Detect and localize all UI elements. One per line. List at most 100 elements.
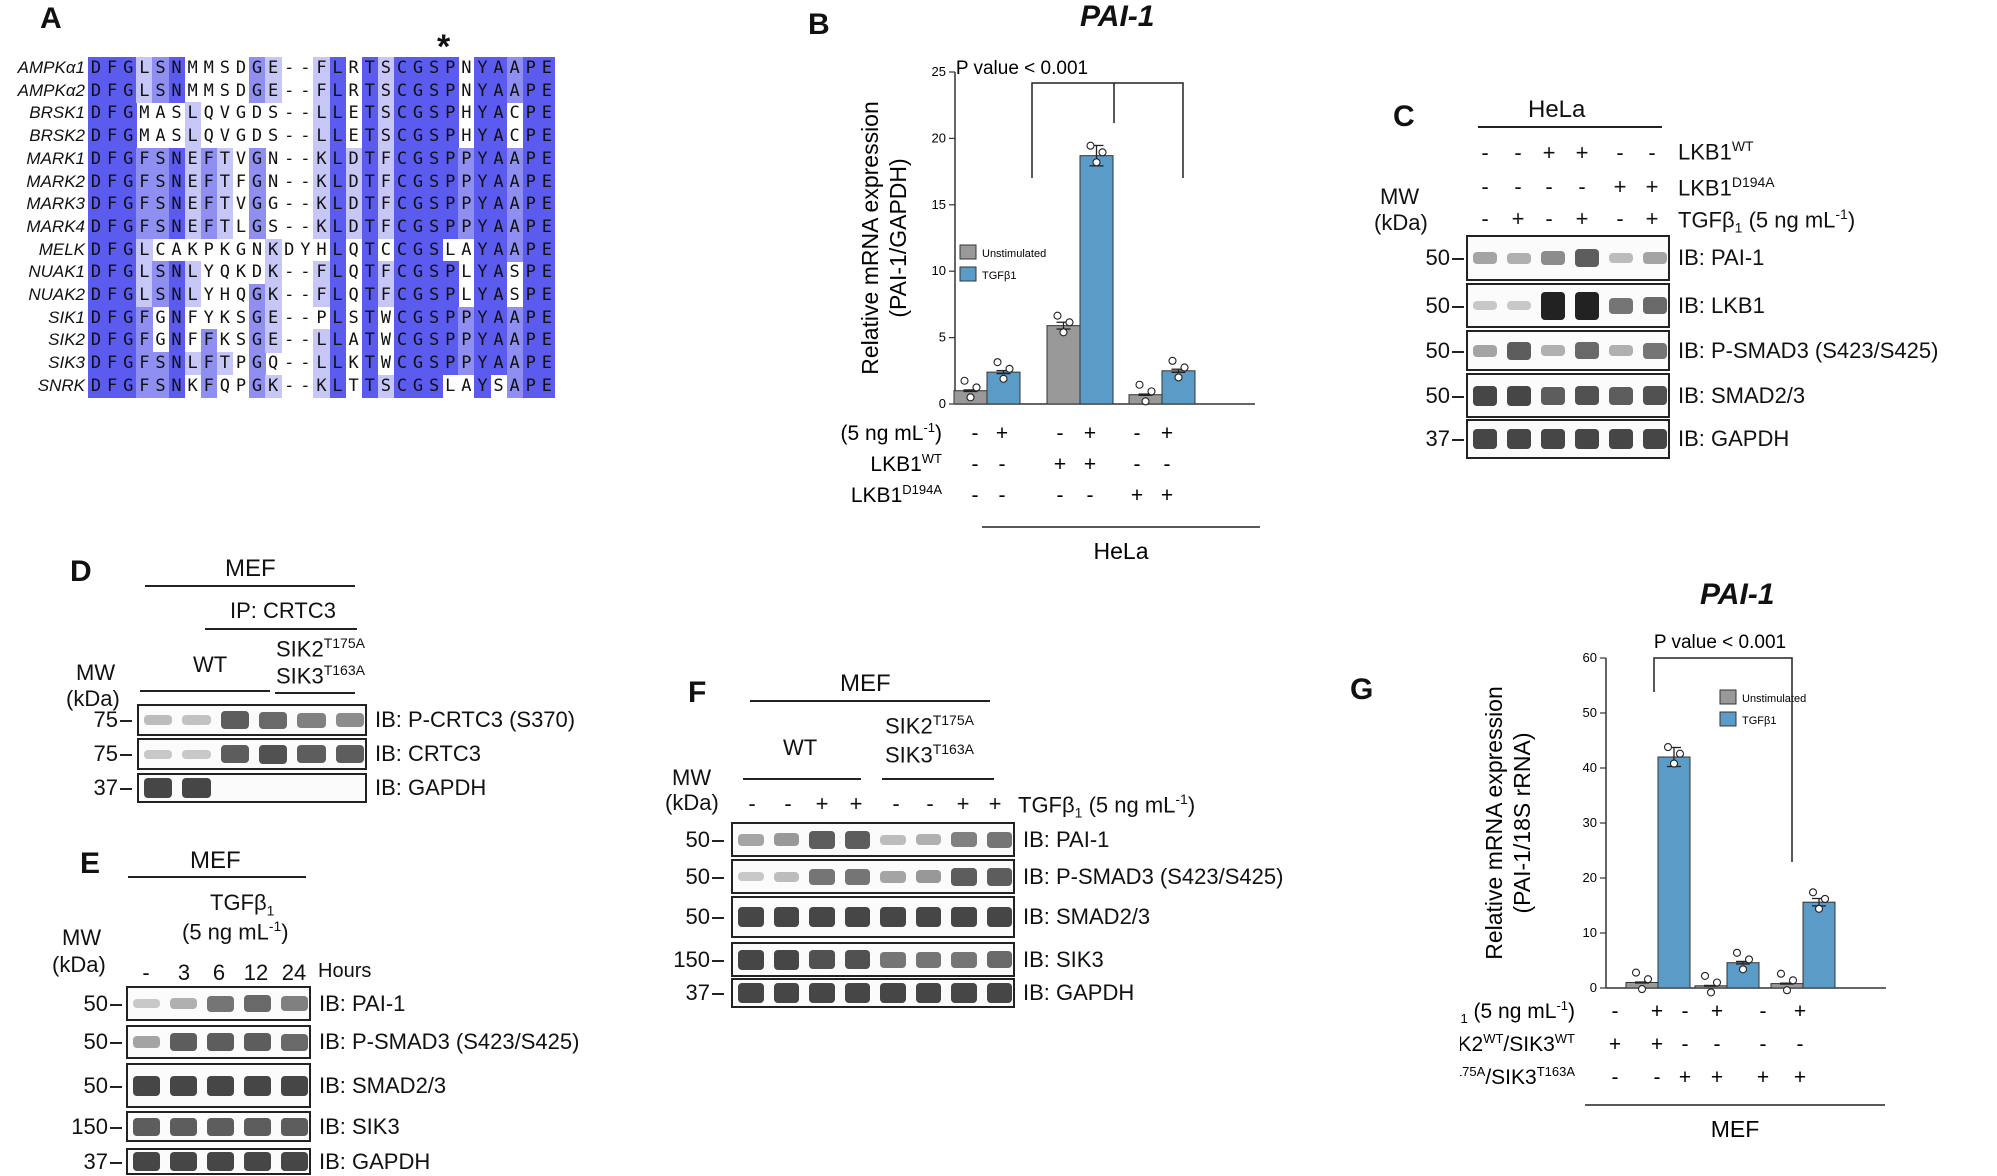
alignment-residue: D [90,171,102,192]
alignment-residue: L [316,353,327,374]
alignment-cell [152,57,169,81]
alignment-residue: F [139,353,150,374]
alignment-residue: N [171,307,182,328]
alignment-residue: F [139,148,150,169]
alignment-cell [361,352,379,376]
alignment-residue: S [509,285,520,305]
alignment-residue: P [461,353,472,374]
alignment-residue: L [139,262,150,283]
alignment-residue: L [332,58,343,78]
alignment-cell [522,374,540,398]
alignment-residue: L [332,330,343,351]
condition-mark: + [1645,206,1659,231]
alignment-cell [538,79,556,103]
alignment-residue: C [396,330,408,351]
data-point [1141,397,1150,406]
blot-band [170,1117,197,1136]
alignment-cell [184,193,202,217]
condition-mark: + [1575,206,1589,231]
alignment-cell [88,352,105,376]
alignment-cell [120,215,137,240]
alignment-cell [361,329,379,353]
data-point [972,383,981,392]
condition-label-text: SIK2 [1460,1033,1483,1056]
condition-mark: - [1481,206,1489,231]
alignment-cell [538,102,556,126]
blot-band [297,712,326,728]
alignment-residue: F [107,148,118,169]
alignment-cell [104,329,121,353]
condition-mark: + [1794,1000,1806,1023]
alignment-cell [410,284,427,308]
alignment-cell [88,125,105,149]
alignment-residue: F [107,58,118,78]
alignment-residue: K [268,239,279,260]
blot-label: IB: PAI-1 [1678,245,1765,270]
alignment-residue: E [541,375,552,396]
blot-band [281,1033,308,1051]
alignment-cell [490,261,508,285]
blot-band [915,907,941,927]
blot-band [1609,297,1633,314]
alignment-residue: Y [203,285,214,305]
alignment-cell [104,125,121,149]
alignment-cell [538,374,556,398]
alignment-residue: V [219,126,230,147]
alignment-cell [522,102,540,126]
alignment-cell [426,238,443,262]
condition-sup: D194A [902,482,942,497]
alignment-cell [410,57,427,81]
condition-mark: + [1542,140,1556,165]
alignment-cell [393,57,411,81]
alignment-residue: E [268,58,279,78]
condition-sup: T175A [1460,1064,1486,1079]
alignment-residue: - [284,58,295,78]
alignment-residue: A [509,375,520,396]
alignment-cell [426,102,443,126]
alignment-row-name: SNRK [37,375,85,395]
condition-label: TGFβ1 (5 ng mL-1) [1460,998,1575,1026]
alignment-cell [490,352,508,376]
condition-mark: - [1134,453,1141,476]
alignment-cell [490,284,508,308]
blot-band [738,833,764,846]
alignment-cell [538,193,556,217]
alignment-residue: - [300,171,311,192]
alignment-cell [120,102,137,126]
alignment-cell [88,374,105,398]
y-tick-label: 0 [1590,980,1597,995]
alignment-cell [329,102,347,126]
alignment-residue: - [300,126,311,147]
alignment-cell [120,261,137,285]
alignment-cell [136,306,153,330]
alignment-residue: G [412,216,424,237]
blot-e-dose: (5 ng mL-1) [182,918,289,945]
alignment-residue: A [461,239,472,260]
blot-label: IB: SIK3 [1023,946,1104,972]
alignment-cell [88,238,105,262]
alignment-row-name: SIK3 [48,353,85,373]
data-point [1706,988,1716,997]
alignment-cell [458,215,475,240]
alignment-residue: F [139,330,150,351]
chart-b-title: PAI-1 [1080,0,1155,33]
alignment-residue: F [107,216,118,237]
condition-mark: + [1084,422,1096,445]
blot-band [170,1152,197,1171]
alignment-residue: L [332,307,343,328]
blot-band [738,949,764,970]
alignment-residue: F [316,58,327,78]
alignment-residue: T [219,148,230,169]
condition-mark: + [1613,174,1627,199]
alignment-residue: C [396,126,408,147]
condition-mark: 6 [212,960,226,985]
condition-mark: + [1679,1066,1691,1089]
blot-f-mut2: SIK3T163A [885,741,974,768]
alignment-residue: P [461,307,472,328]
alignment-cell [200,374,218,398]
alignment-cell [249,170,266,194]
alignment-residue: C [509,103,520,124]
alignment-cell [136,79,153,103]
alignment-residue: S [429,171,440,192]
alignment-residue: A [155,103,166,124]
